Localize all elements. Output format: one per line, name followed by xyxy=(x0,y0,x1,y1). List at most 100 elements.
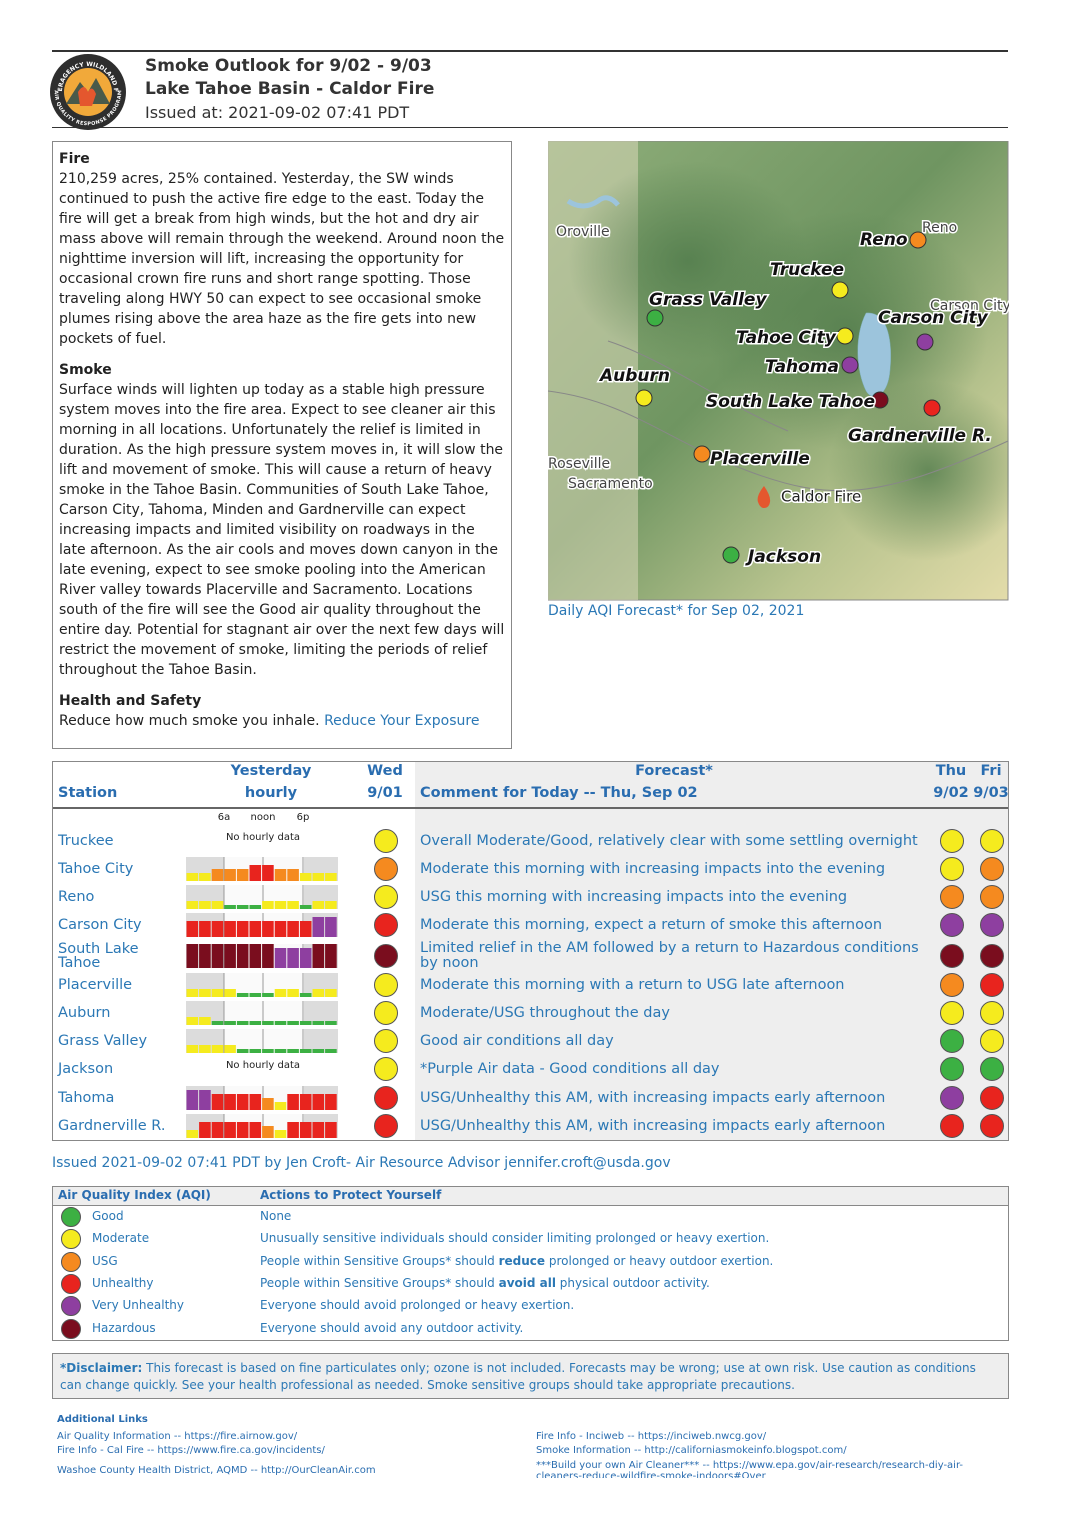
aqi-dot xyxy=(61,1273,81,1294)
hourly-chart xyxy=(186,1001,338,1025)
hourly-bar xyxy=(236,1021,249,1025)
hourly-bar xyxy=(224,905,236,909)
hourly-bar xyxy=(274,921,287,937)
header-cell: 9/03 xyxy=(973,785,1009,801)
hourly-bar xyxy=(236,944,249,968)
place-label: South Lake Tahoe xyxy=(706,392,875,412)
link[interactable]: Fire Info - Cal Fire -- https://www.fire… xyxy=(57,1445,325,1456)
aqi-dot xyxy=(909,231,927,249)
aqi-action: Everyone should avoid prolonged or heavy… xyxy=(260,1298,575,1313)
disclaimer: *Disclaimer: This forecast is based on f… xyxy=(52,1353,1009,1399)
hourly-bar xyxy=(312,944,325,968)
hourly-bar xyxy=(262,865,274,881)
hourly-bar xyxy=(299,1094,312,1110)
hourly-bar xyxy=(299,1122,312,1138)
hourly-bar xyxy=(224,1094,236,1110)
hourly-bar xyxy=(224,1045,236,1053)
hourly-bar xyxy=(287,1094,299,1110)
aqi-dot xyxy=(646,309,664,327)
aqi-dot xyxy=(374,1057,398,1081)
aqi-dot xyxy=(836,327,854,345)
hourly-bar xyxy=(186,1045,199,1053)
aqi-dot xyxy=(61,1229,81,1250)
aqi-dot xyxy=(61,1318,81,1339)
no-hourly: No hourly data xyxy=(225,832,301,843)
place-label: Grass Valley xyxy=(649,290,767,310)
hourly-bar xyxy=(224,989,236,997)
aqi-dot xyxy=(916,333,934,351)
link[interactable]: Fire Info - Inciweb -- https://inciweb.n… xyxy=(536,1431,767,1442)
hourly-bar xyxy=(262,921,274,937)
hourly-bar xyxy=(299,948,312,968)
hourly-bar xyxy=(224,921,236,937)
aqi-action: People within Sensitive Groups* should a… xyxy=(260,1276,710,1290)
station: Tahoma xyxy=(58,1090,115,1106)
aqi-action: People within Sensitive Groups* should r… xyxy=(260,1254,773,1268)
aqi-dot xyxy=(980,973,1004,997)
station: Auburn xyxy=(58,1005,111,1021)
hourly-chart xyxy=(186,944,338,968)
hourly-bar xyxy=(299,873,312,881)
paragraph: 210,259 acres, 25% contained. Yesterday,… xyxy=(59,171,505,347)
hourly-bar xyxy=(299,921,312,937)
aqi-dot xyxy=(374,944,398,968)
aqi-dot xyxy=(940,973,964,997)
hourly-bar xyxy=(274,1049,287,1053)
link[interactable]: Smoke Information -- http://californiasm… xyxy=(536,1445,847,1456)
hourly-bar xyxy=(287,1021,299,1025)
legend-header: Air Quality Index (AQI) xyxy=(58,1188,211,1202)
comment: Moderate this morning with increasing im… xyxy=(420,860,886,877)
hourly-chart xyxy=(186,973,338,997)
paragraph: Surface winds will lighten up today as a… xyxy=(59,382,505,678)
aqi-dot xyxy=(374,1086,398,1110)
hourly-tick: 6a xyxy=(217,812,231,823)
hourly-bar xyxy=(262,1126,274,1138)
hourly-tick: 6p xyxy=(296,812,310,823)
hourly-bar xyxy=(199,1045,211,1053)
hourly-bar xyxy=(186,1017,199,1025)
hourly-bar xyxy=(325,917,337,937)
hourly-bar xyxy=(211,1122,224,1138)
hourly-bar xyxy=(262,944,274,968)
aqi-name: Very Unhealthy xyxy=(92,1298,184,1313)
station: Tahoe City xyxy=(58,861,134,877)
link[interactable]: ***Build your own Air Cleaner*** -- http… xyxy=(536,1460,964,1478)
aqi-dot xyxy=(923,399,941,417)
station: Placerville xyxy=(58,977,133,993)
hourly-bar xyxy=(312,917,325,937)
comment: USG/Unhealthy this AM, with increasing i… xyxy=(420,1089,886,1106)
hourly-chart xyxy=(186,913,338,937)
table-shade xyxy=(415,762,1008,1140)
link[interactable]: Washoe County Health District, AQMD -- h… xyxy=(57,1465,376,1476)
place-label: Auburn xyxy=(598,366,670,386)
hourly-bar xyxy=(287,1049,299,1053)
text: People within Sensitive Groups* should xyxy=(260,1253,499,1268)
hourly-bar xyxy=(236,905,249,909)
comment: Moderate/USG throughout the day xyxy=(420,1004,670,1021)
map-caption: Daily AQI Forecast* for Sep 02, 2021 xyxy=(548,603,805,619)
header-cell: 9/01 xyxy=(367,785,403,801)
hourly-chart xyxy=(186,1086,338,1110)
hourly-tick: noon xyxy=(250,812,276,823)
hourly-bar xyxy=(199,873,211,881)
hourly-bar xyxy=(287,989,299,997)
station: Jackson xyxy=(58,1061,114,1077)
town-label: Carson City xyxy=(930,298,1009,314)
comment: Moderate this morning, expect a return o… xyxy=(420,916,883,933)
header-cell: Station xyxy=(58,785,118,801)
hourly-bar xyxy=(211,1045,224,1053)
hourly-bar xyxy=(274,1021,287,1025)
hourly-bar xyxy=(299,1021,312,1025)
hourly-bar xyxy=(249,1094,262,1110)
hourly-bar xyxy=(186,901,199,909)
aqi-dot xyxy=(940,913,964,937)
link[interactable]: Air Quality Information -- https://fire.… xyxy=(57,1431,298,1442)
comment: USG/Unhealthy this AM, with increasing i… xyxy=(420,1117,886,1134)
hourly-bar xyxy=(287,901,299,909)
aqi-dot xyxy=(374,973,398,997)
link[interactable]: Reduce Your Exposure xyxy=(324,713,480,729)
aqi-action: Everyone should avoid any outdoor activi… xyxy=(260,1320,524,1335)
hourly-bar xyxy=(199,901,211,909)
hourly-bar xyxy=(186,944,199,968)
hourly-bar xyxy=(274,948,287,968)
